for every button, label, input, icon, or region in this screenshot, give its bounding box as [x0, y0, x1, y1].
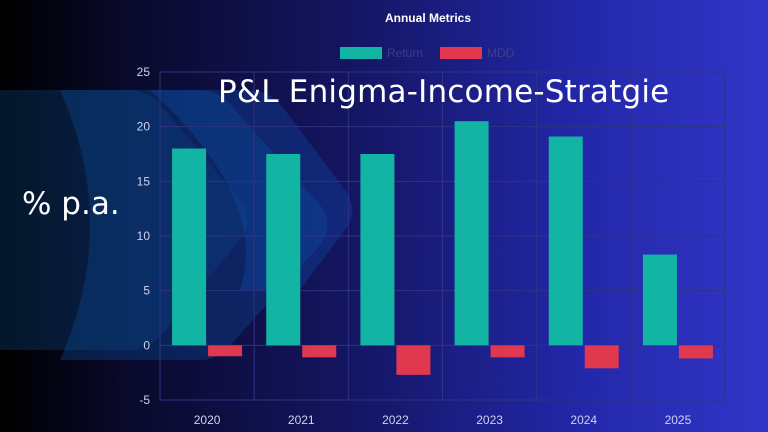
x-tick-label: 2024	[570, 413, 597, 427]
y-tick-label: -5	[139, 393, 150, 407]
x-tick-label: 2021	[288, 413, 315, 427]
y-tick-label: 10	[137, 229, 151, 243]
bars	[172, 121, 713, 375]
bar-mdd-2020	[208, 345, 243, 357]
legend-swatch-mdd	[440, 47, 482, 59]
legend-label-return: Return	[387, 46, 423, 60]
grid-lines	[159, 71, 726, 401]
x-tick-label: 2023	[476, 413, 503, 427]
bar-mdd-2022	[396, 345, 431, 375]
legend-swatch-return	[340, 47, 382, 59]
y-tick-label: 0	[143, 338, 150, 352]
bar-return-2021	[266, 154, 301, 346]
chart-title: Annual Metrics	[385, 11, 471, 25]
bar-return-2025	[642, 254, 677, 346]
x-tick-label: 2025	[665, 413, 692, 427]
y-axis-ticks: -5 0 5 10 15 20 25	[137, 65, 151, 407]
x-tick-label: 2020	[194, 413, 221, 427]
y-tick-label: 25	[137, 65, 151, 79]
overlay-title: P&L Enigma-Income-Stratgie	[218, 74, 670, 110]
bar-return-2020	[172, 148, 207, 346]
bar-mdd-2021	[302, 345, 337, 358]
bar-mdd-2023	[490, 345, 525, 358]
bar-return-2023	[454, 121, 489, 346]
y-tick-label: 20	[137, 120, 151, 134]
legend-label-mdd: MDD	[487, 46, 515, 60]
x-tick-label: 2022	[382, 413, 409, 427]
bar-return-2024	[548, 136, 583, 346]
y-tick-label: 15	[137, 174, 151, 188]
unit-label: % p.a.	[22, 186, 120, 222]
bar-mdd-2024	[584, 345, 619, 369]
y-tick-label: 5	[143, 284, 150, 298]
bar-mdd-2025	[678, 345, 713, 359]
x-axis-ticks: 2020 2021 2022 2023 2024 2025	[194, 413, 692, 427]
legend: Return MDD	[340, 46, 515, 60]
bar-return-2022	[360, 154, 395, 346]
